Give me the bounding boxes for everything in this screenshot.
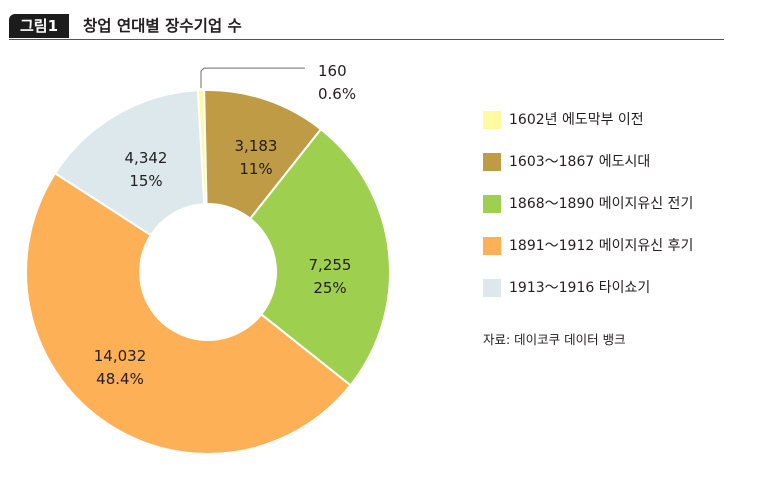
source-note: 자료: 데이코쿠 데이터 뱅크 bbox=[483, 332, 626, 347]
figure-header: 그림1 창업 연대별 장수기업 수 bbox=[9, 10, 724, 40]
value-label-late-meiji: 14,032 bbox=[94, 347, 147, 365]
legend-swatch-late-meiji bbox=[483, 237, 501, 255]
percent-label-pre-edo: 0.6% bbox=[318, 85, 356, 103]
slice-late-meiji bbox=[25, 171, 352, 455]
percent-label-edo: 11% bbox=[239, 160, 272, 178]
percent-label-taisho: 15% bbox=[129, 172, 162, 190]
percent-label-early-meiji: 25% bbox=[313, 279, 346, 297]
value-label-taisho: 4,342 bbox=[125, 149, 168, 167]
legend-label-taisho: 1913～1916 타이쇼기 bbox=[509, 280, 651, 296]
slice-early-meiji bbox=[248, 127, 391, 387]
value-label-early-meiji: 7,255 bbox=[309, 256, 352, 274]
chart-title: 창업 연대별 장수기업 수 bbox=[83, 17, 242, 35]
donut-slices bbox=[25, 89, 391, 455]
legend-label-pre-edo: 1602년 에도막부 이전 bbox=[509, 112, 644, 128]
legend-swatch-taisho bbox=[483, 279, 501, 297]
callout-leader-line bbox=[200, 67, 305, 89]
data-labels: 160 0.6% 3,183 11% 7,255 25% 14,032 48.4% 4,342 1… bbox=[94, 62, 356, 388]
legend-swatch-early-meiji bbox=[483, 195, 501, 213]
slice-edo bbox=[203, 89, 323, 221]
legend-swatch-pre-edo bbox=[483, 111, 501, 129]
legend-swatch-edo bbox=[483, 153, 501, 171]
legend-label-late-meiji: 1891～1912 메이지유신 후기 bbox=[509, 238, 694, 254]
slice-taisho bbox=[53, 89, 206, 237]
header-divider bbox=[9, 39, 724, 40]
value-label-edo: 3,183 bbox=[235, 137, 278, 155]
legend-label-edo: 1603～1867 에도시대 bbox=[509, 154, 651, 170]
figure-number-tag: 그림1 bbox=[9, 14, 69, 38]
legend-label-early-meiji: 1868～1890 메이지유신 전기 bbox=[509, 196, 694, 212]
value-label-pre-edo: 160 bbox=[318, 62, 347, 80]
percent-label-late-meiji: 48.4% bbox=[96, 370, 144, 388]
